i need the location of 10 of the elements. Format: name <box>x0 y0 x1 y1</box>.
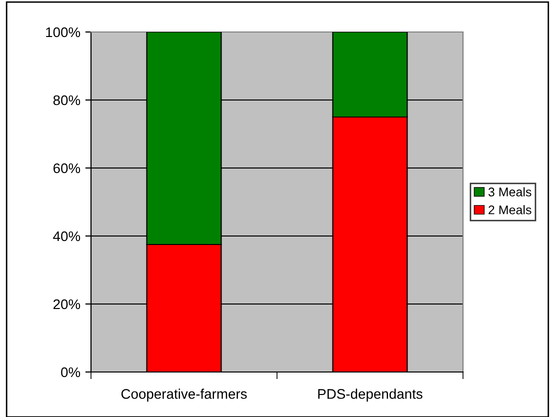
y-tick-label: 80% <box>53 95 80 106</box>
y-tick-label: 0% <box>61 367 80 378</box>
legend-label: 2 Meals <box>488 205 532 214</box>
y-tick-label: 100% <box>46 27 80 38</box>
y-tick-label: 60% <box>53 163 80 174</box>
x-tick-label: Cooperative-farmers <box>121 388 247 402</box>
y-tick-label: 20% <box>53 299 80 310</box>
legend-label: 3 Meals <box>488 187 532 196</box>
y-tick-label: 40% <box>53 231 80 242</box>
x-tick-label: PDS-dependants <box>318 388 422 402</box>
